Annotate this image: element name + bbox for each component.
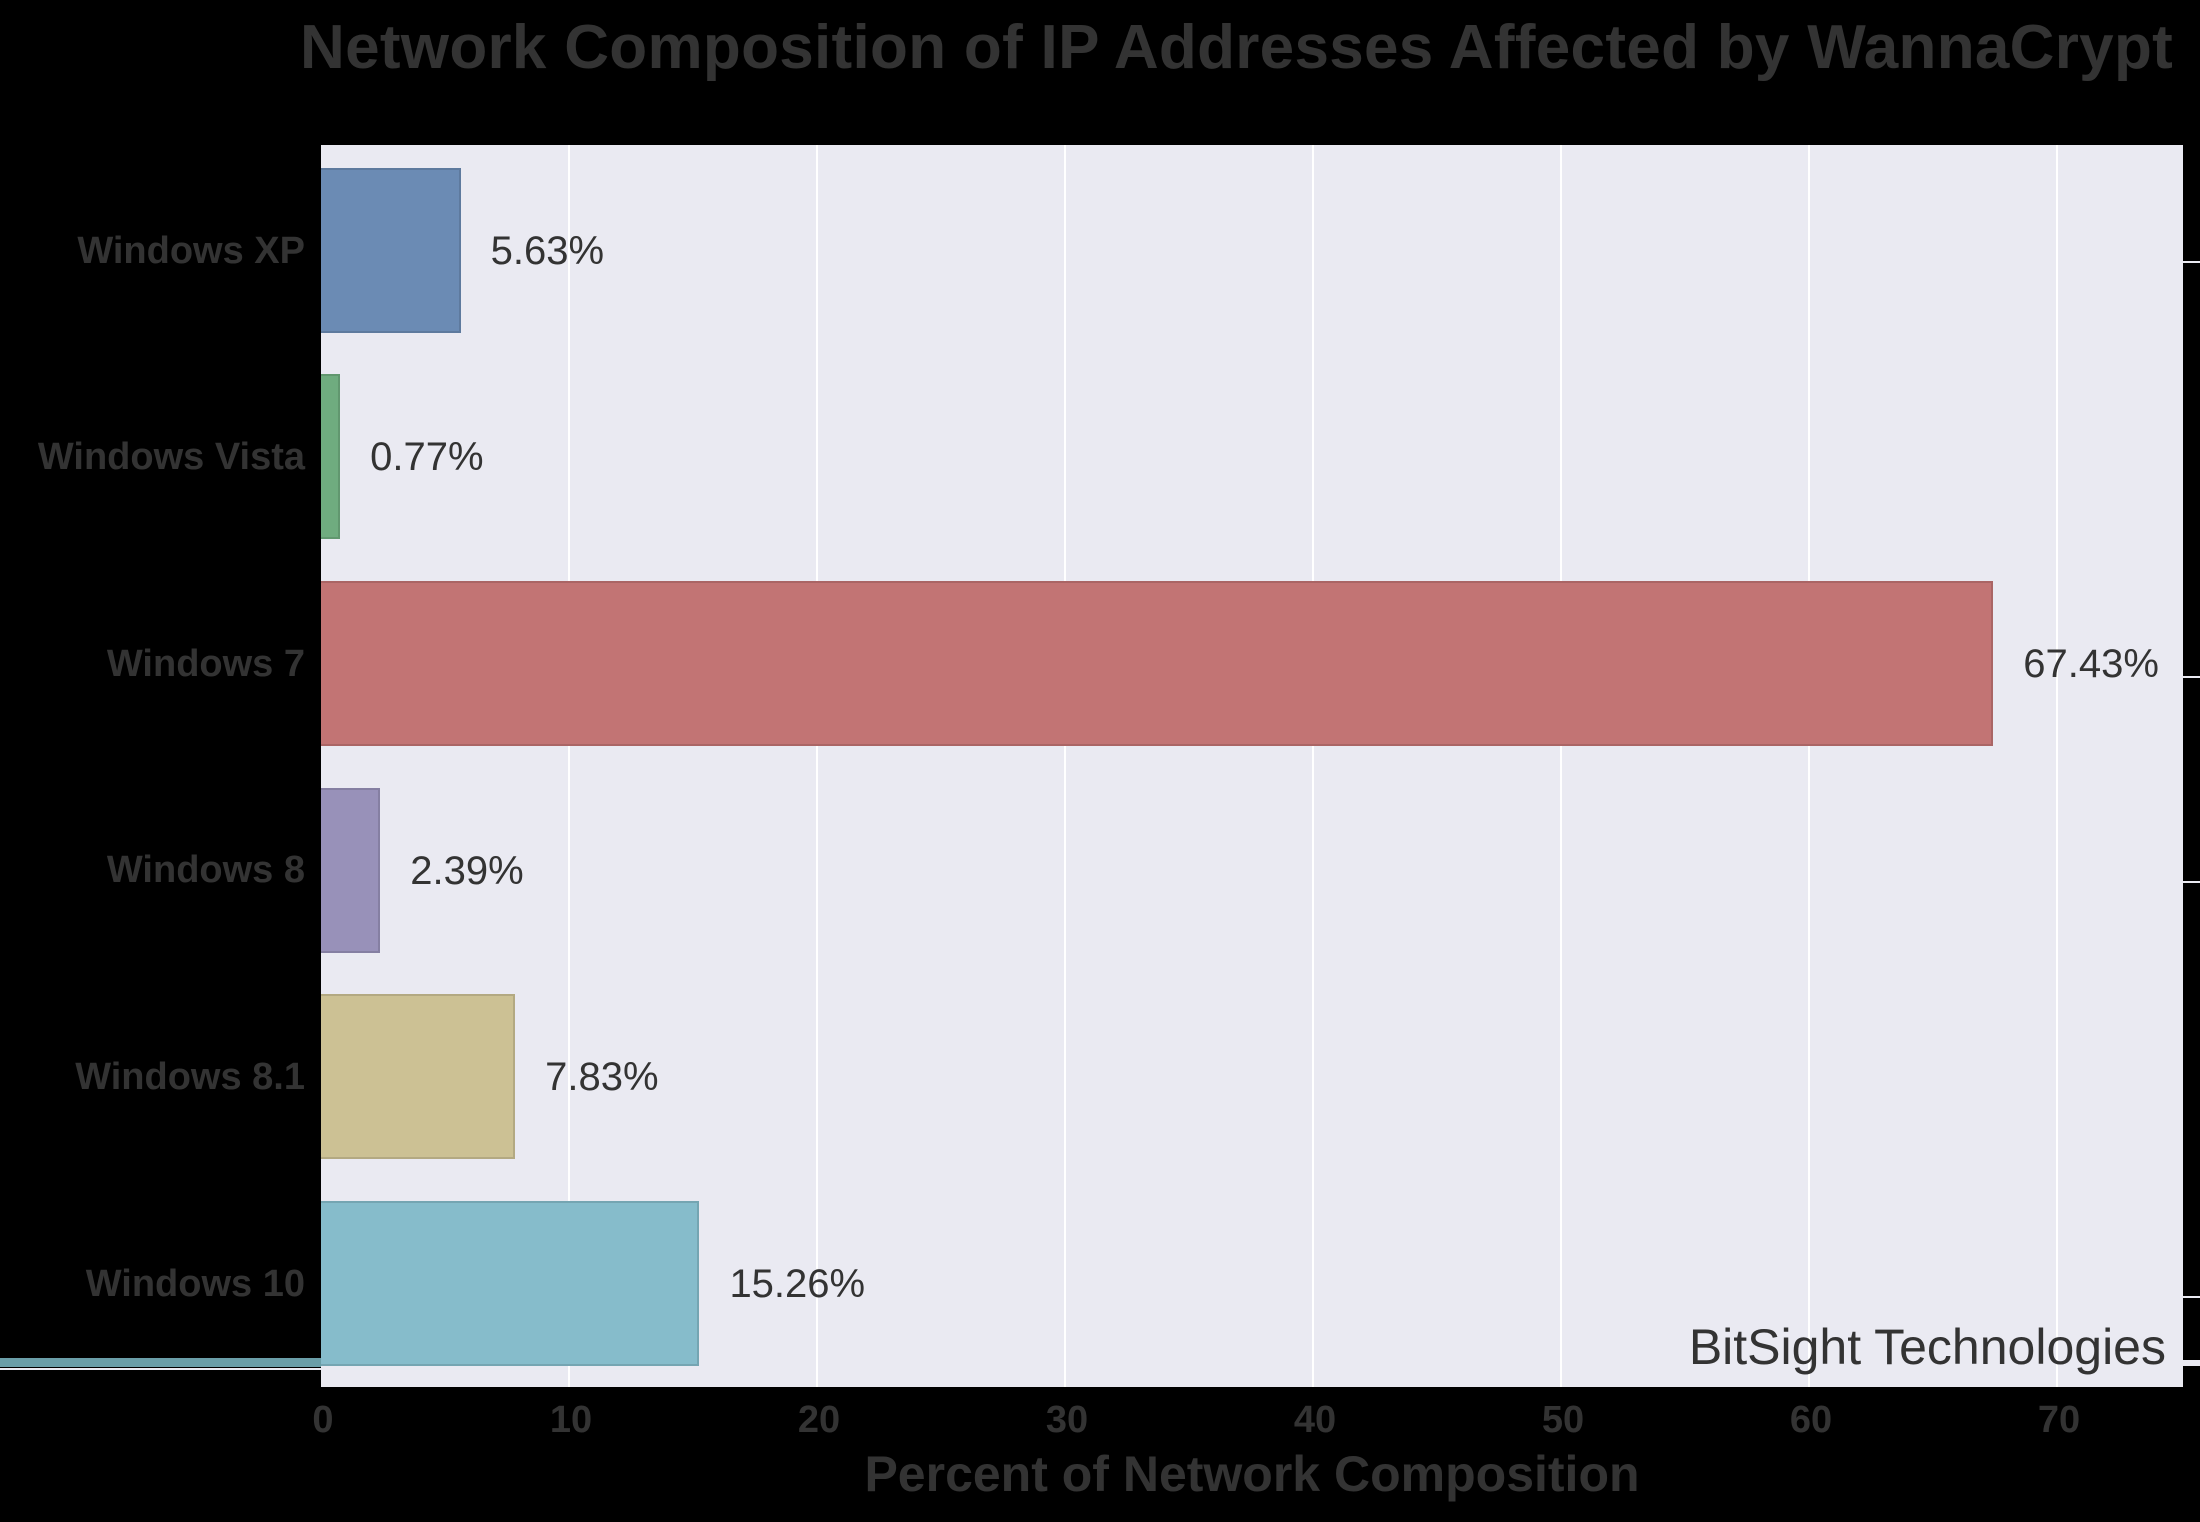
gridline-30 [1064,145,1066,1387]
right-edge-tick [2183,676,2200,678]
watermark-text: BitSight Technologies [1688,1319,2166,1375]
y-label-windows-8: Windows 8 [106,849,305,891]
x-axis-label: Percent of Network Composition [864,1446,1640,1502]
gridline-40 [1312,145,1314,1387]
gridline-50 [1560,145,1562,1387]
value-label-windows-8-1: 7.83% [545,1055,659,1099]
x-tick-30: 30 [1045,1399,1089,1441]
y-label-windows-10: Windows 10 [85,1263,305,1305]
gridline-60 [1808,145,1810,1387]
value-label-windows-8: 2.39% [410,849,524,893]
right-edge-tick [2183,881,2200,883]
bar-windows-8-1 [321,994,516,1159]
plot-area: 5.63% 0.77% 67.43% 2.39% 7.83% 15.26% Bi… [321,145,2183,1387]
gridline-10 [568,145,570,1387]
y-label-windows-xp: Windows XP [77,230,305,272]
x-tick-50: 50 [1541,1399,1585,1441]
x-tick-60: 60 [1789,1399,1833,1441]
y-label-windows-vista: Windows Vista [37,436,305,478]
right-edge-tick [2183,1296,2200,1298]
bar-windows-vista [321,374,341,539]
value-label-windows-7: 67.43% [2023,642,2159,686]
x-tick-10: 10 [549,1399,593,1441]
left-edge-artifact-line [0,1368,321,1370]
chart-title: Network Composition of IP Addresses Affe… [300,13,2174,82]
bar-windows-8 [321,788,381,953]
x-tick-40: 40 [1293,1399,1337,1441]
left-edge-artifact-strip [0,1358,321,1367]
value-label-windows-vista: 0.77% [370,435,484,479]
bar-windows-10 [321,1201,700,1366]
gridline-70 [2056,145,2058,1387]
right-edge-tick [2183,261,2200,263]
bar-windows-xp [321,168,461,333]
bar-windows-7 [321,581,1994,746]
right-edge-tick [2183,1360,2200,1366]
x-tick-20: 20 [797,1399,841,1441]
x-tick-70: 70 [2037,1399,2081,1441]
y-label-windows-8-1: Windows 8.1 [75,1056,305,1098]
x-tick-0: 0 [312,1399,334,1441]
value-label-windows-10: 15.26% [729,1262,866,1306]
gridline-20 [816,145,818,1387]
y-label-windows-7: Windows 7 [106,643,305,685]
value-label-windows-xp: 5.63% [490,229,605,273]
